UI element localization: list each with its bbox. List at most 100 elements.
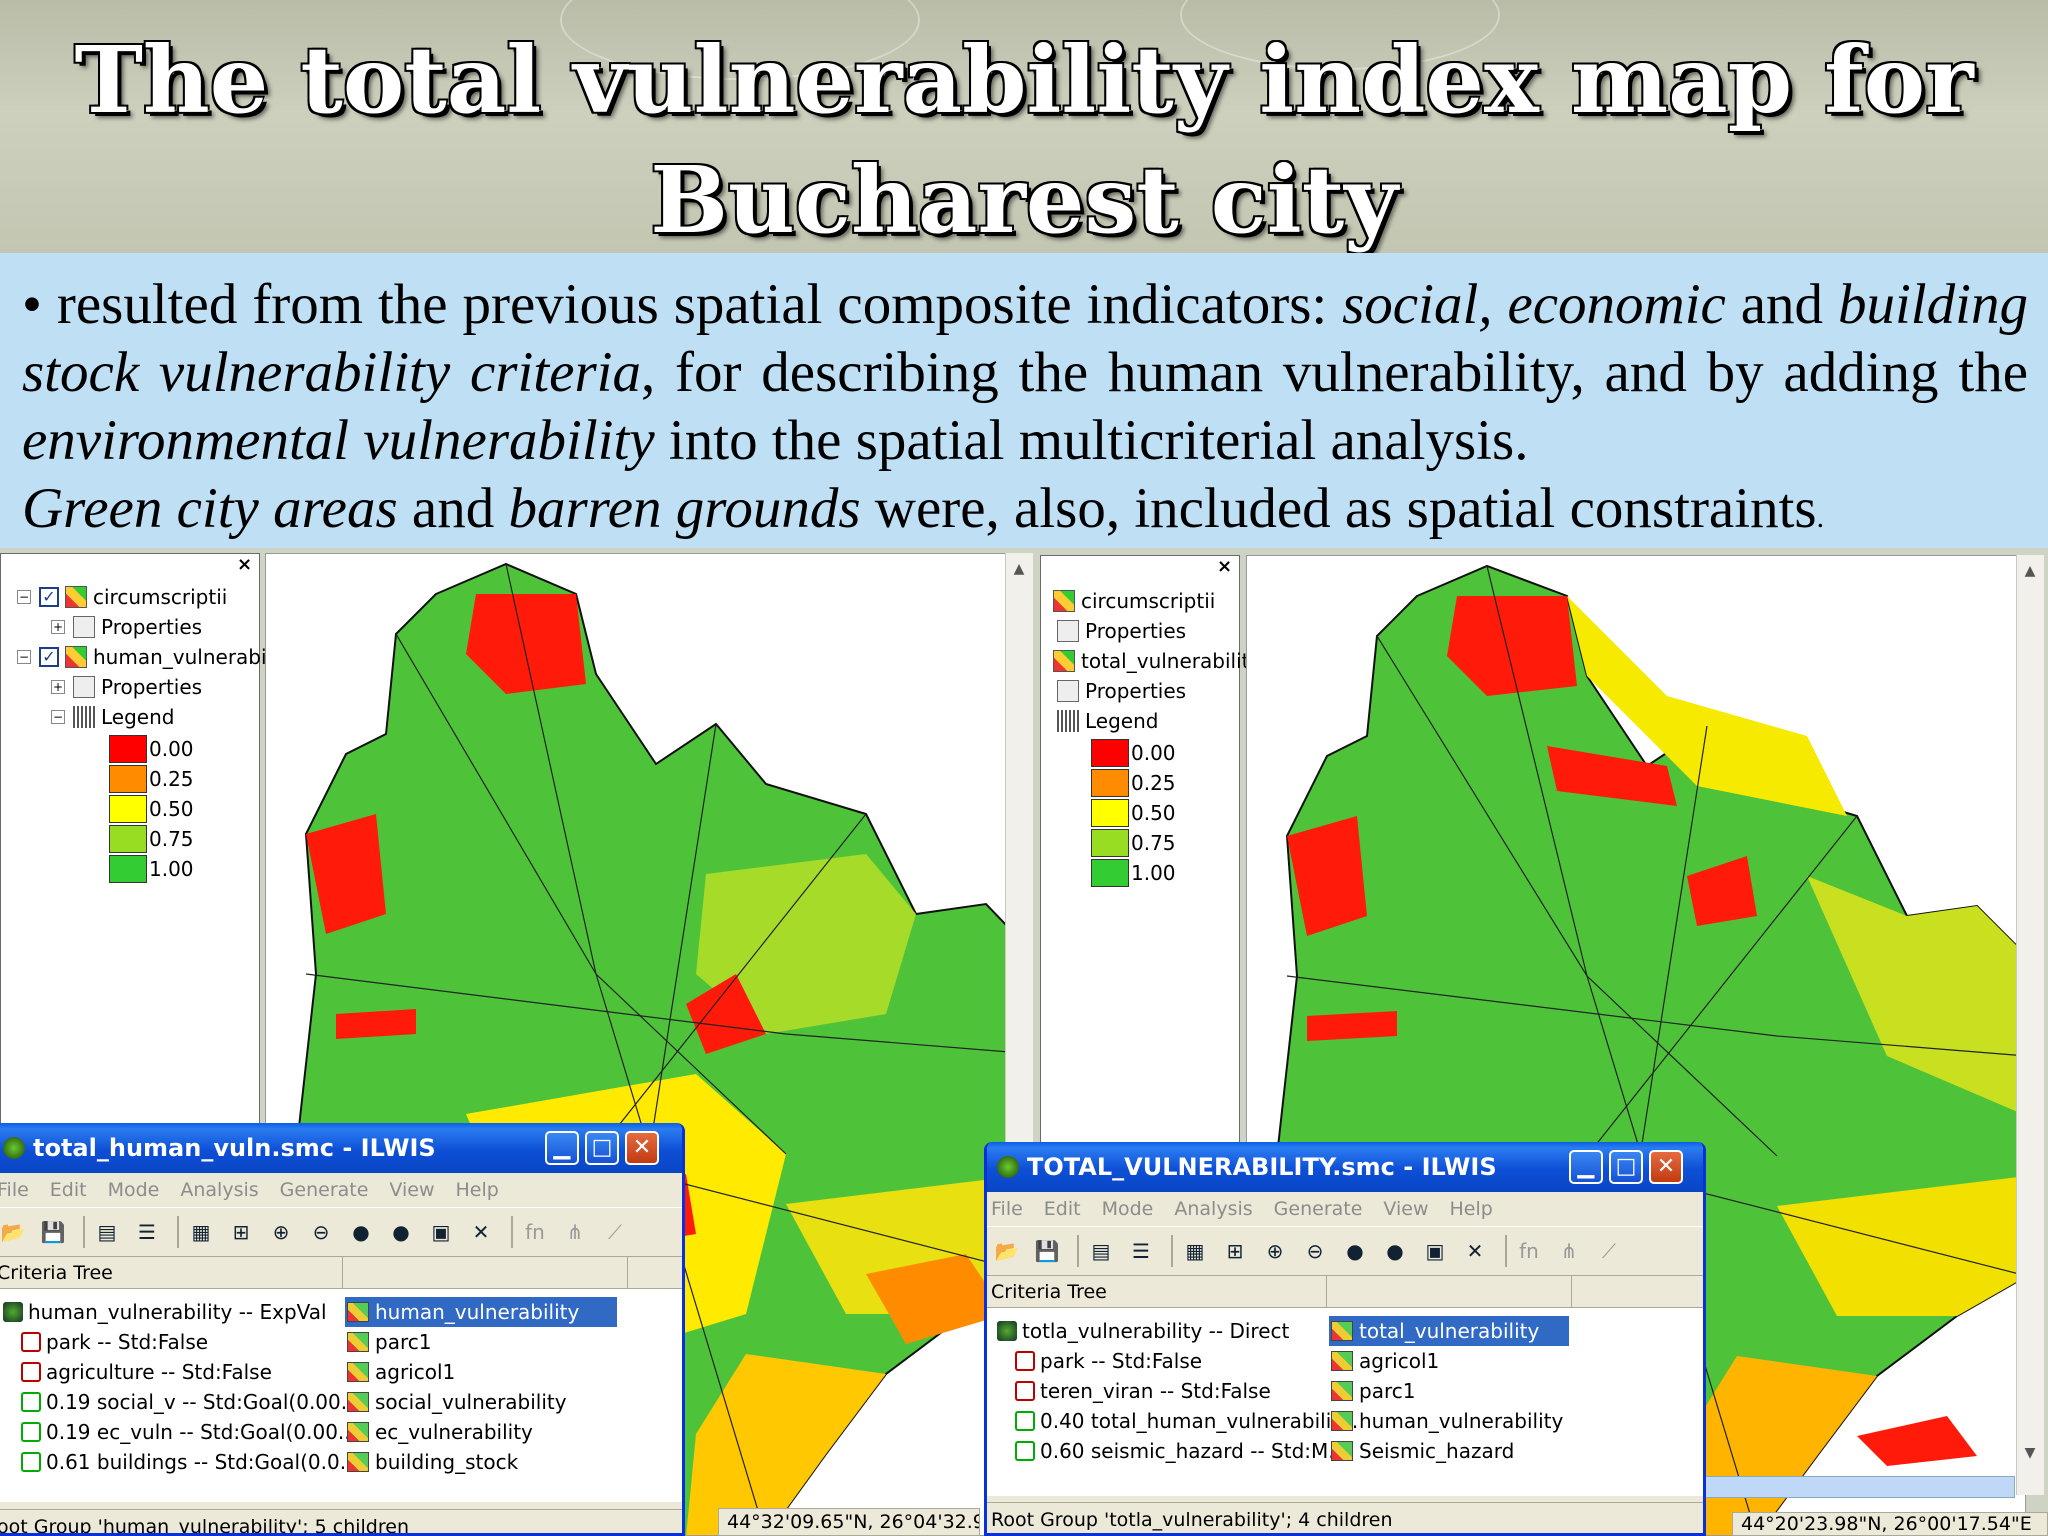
menu-file[interactable]: File xyxy=(991,1198,1023,1220)
scroll-down-icon[interactable]: ▼ xyxy=(2024,1445,2036,1461)
map-cell[interactable]: agricol1 xyxy=(1329,1346,1439,1376)
map-cell[interactable]: human_vulnerability xyxy=(1329,1406,1563,1436)
criteria-row[interactable]: 0.60 seismic_hazard -- Std:M... xyxy=(1015,1436,1347,1466)
expand-icon[interactable]: + xyxy=(51,620,65,634)
properties-icon[interactable]: ▣ xyxy=(431,1220,451,1244)
list-icon[interactable]: ☰ xyxy=(1132,1239,1150,1263)
add-group-icon[interactable]: ⊞ xyxy=(232,1220,250,1244)
weight-icon[interactable]: ⋔ xyxy=(566,1220,584,1244)
criteria-row[interactable]: 0.19 social_v -- Std:Goal(0.00... xyxy=(21,1387,360,1417)
menu-analysis[interactable]: Analysis xyxy=(1174,1198,1253,1220)
properties-row[interactable]: Properties xyxy=(1057,616,1186,646)
map-vertical-scrollbar[interactable]: ▲ ▼ xyxy=(2016,555,2044,1495)
map-cell-selected[interactable]: human_vulnerability xyxy=(345,1297,617,1327)
delete-icon[interactable]: ✕ xyxy=(1466,1239,1484,1263)
map-cell[interactable]: building_stock xyxy=(345,1447,518,1477)
weight-icon[interactable]: ⋔ xyxy=(1560,1239,1578,1263)
minimize-button[interactable]: ▁ xyxy=(545,1131,579,1165)
maximize-button[interactable]: □ xyxy=(1609,1150,1643,1184)
title-bar[interactable]: TOTAL_VULNERABILITY.smc - ILWIS ▁ □ ✕ xyxy=(987,1142,1703,1192)
save-icon[interactable]: 💾 xyxy=(1034,1239,1060,1263)
menu-file[interactable]: File xyxy=(0,1179,29,1201)
menu-view[interactable]: View xyxy=(1383,1198,1429,1220)
open-folder-icon[interactable]: 📂 xyxy=(0,1220,26,1244)
legend-row[interactable]: Legend xyxy=(1057,706,1158,736)
map-cell-selected[interactable]: total_vulnerability xyxy=(1329,1316,1569,1346)
menu-help[interactable]: Help xyxy=(455,1179,499,1201)
cost-icon[interactable]: ● xyxy=(1386,1239,1404,1263)
layer-checkbox[interactable]: ✓ xyxy=(39,647,59,667)
map-cell[interactable]: parc1 xyxy=(1329,1376,1415,1406)
collapse-icon[interactable]: − xyxy=(51,710,65,724)
add-group-icon[interactable]: ⊞ xyxy=(1226,1239,1244,1263)
menu-view[interactable]: View xyxy=(389,1179,435,1201)
table-icon[interactable]: ▦ xyxy=(1185,1239,1205,1263)
properties-row[interactable]: + Properties xyxy=(51,612,202,642)
chart-icon[interactable]: ⟋ xyxy=(1602,1239,1616,1263)
layer-row-human-vulnerability[interactable]: − ✓ human_vulnerabi xyxy=(17,642,267,672)
criteria-row[interactable]: 0.61 buildings -- Std:Goal(0.0... xyxy=(21,1447,359,1477)
close-panel-button[interactable]: × xyxy=(1217,556,1233,577)
criteria-row[interactable]: 0.19 ec_vuln -- Std:Goal(0.00... xyxy=(21,1417,357,1447)
benefit-icon[interactable]: ● xyxy=(1346,1239,1364,1263)
function-icon[interactable]: fn xyxy=(525,1220,545,1244)
table-icon[interactable]: ▦ xyxy=(191,1220,211,1244)
map-cell[interactable]: ec_vulnerability xyxy=(345,1417,533,1447)
criteria-row[interactable]: park -- Std:False xyxy=(21,1327,208,1357)
ilwis-window-human-vulnerability[interactable]: total_human_vuln.smc - ILWIS ▁ □ ✕ File … xyxy=(0,1123,685,1536)
menu-generate[interactable]: Generate xyxy=(1273,1198,1363,1220)
collapse-icon[interactable]: − xyxy=(17,650,31,664)
expand-icon[interactable]: + xyxy=(51,680,65,694)
layer-row-circumscriptii[interactable]: − ✓ circumscriptii xyxy=(17,582,227,612)
menu-mode[interactable]: Mode xyxy=(107,1179,160,1201)
map-cell[interactable]: Seismic_hazard xyxy=(1329,1436,1514,1466)
close-panel-button[interactable]: × xyxy=(237,554,253,575)
scroll-up-icon[interactable]: ▲ xyxy=(2024,563,2036,579)
menu-mode[interactable]: Mode xyxy=(1101,1198,1154,1220)
close-window-button[interactable]: ✕ xyxy=(1649,1150,1683,1184)
layer-row-total-vulnerability[interactable]: total_vulnerabilit xyxy=(1053,646,1249,676)
properties-row[interactable]: Properties xyxy=(1057,676,1186,706)
criteria-row[interactable]: teren_viran -- Std:False xyxy=(1015,1376,1271,1406)
list-icon[interactable]: ☰ xyxy=(138,1220,156,1244)
criteria-row[interactable]: human_vulnerability -- ExpVal xyxy=(3,1297,327,1327)
menu-edit[interactable]: Edit xyxy=(49,1179,87,1201)
criteria-row[interactable]: 0.40 total_human_vulnerabilit... xyxy=(1015,1406,1358,1436)
cost-icon[interactable]: ● xyxy=(392,1220,410,1244)
open-folder-icon[interactable]: 📂 xyxy=(994,1239,1020,1263)
maximize-button[interactable]: □ xyxy=(585,1131,619,1165)
menu-help[interactable]: Help xyxy=(1449,1198,1493,1220)
title-bar[interactable]: total_human_vuln.smc - ILWIS ▁ □ ✕ xyxy=(0,1123,682,1173)
legend-row[interactable]: − Legend xyxy=(51,702,174,732)
map-cell[interactable]: agricol1 xyxy=(345,1357,455,1387)
add-factor-icon[interactable]: ⊕ xyxy=(1266,1239,1284,1263)
properties-row[interactable]: + Properties xyxy=(51,672,202,702)
criteria-row[interactable]: agriculture -- Std:False xyxy=(21,1357,272,1387)
layer-checkbox[interactable]: ✓ xyxy=(39,587,59,607)
criteria-row[interactable]: park -- Std:False xyxy=(1015,1346,1202,1376)
close-window-button[interactable]: ✕ xyxy=(625,1131,659,1165)
benefit-icon[interactable]: ● xyxy=(352,1220,370,1244)
criteria-row[interactable]: totla_vulnerability -- Direct xyxy=(997,1316,1289,1346)
add-factor-icon[interactable]: ⊕ xyxy=(272,1220,290,1244)
menu-analysis[interactable]: Analysis xyxy=(180,1179,259,1201)
save-icon[interactable]: 💾 xyxy=(40,1220,66,1244)
map-cell[interactable]: social_vulnerability xyxy=(345,1387,567,1417)
minimize-button[interactable]: ▁ xyxy=(1569,1150,1603,1184)
menu-generate[interactable]: Generate xyxy=(279,1179,369,1201)
chart-icon[interactable]: ⟋ xyxy=(608,1220,622,1244)
properties-icon[interactable]: ▣ xyxy=(1425,1239,1445,1263)
edit-tree-icon[interactable]: ▤ xyxy=(1091,1239,1111,1263)
map-horizontal-scrollbar[interactable] xyxy=(1705,1476,2015,1498)
layer-row-circumscriptii[interactable]: circumscriptii xyxy=(1053,586,1215,616)
function-icon[interactable]: fn xyxy=(1519,1239,1539,1263)
map-cell[interactable]: parc1 xyxy=(345,1327,431,1357)
add-constraint-icon[interactable]: ⊖ xyxy=(1306,1239,1324,1263)
menu-edit[interactable]: Edit xyxy=(1043,1198,1081,1220)
ilwis-window-total-vulnerability[interactable]: TOTAL_VULNERABILITY.smc - ILWIS ▁ □ ✕ Fi… xyxy=(984,1142,1706,1536)
delete-icon[interactable]: ✕ xyxy=(472,1220,490,1244)
collapse-icon[interactable]: − xyxy=(17,590,31,604)
edit-tree-icon[interactable]: ▤ xyxy=(97,1220,117,1244)
add-constraint-icon[interactable]: ⊖ xyxy=(312,1220,330,1244)
scroll-up-icon[interactable]: ▲ xyxy=(1013,561,1025,577)
